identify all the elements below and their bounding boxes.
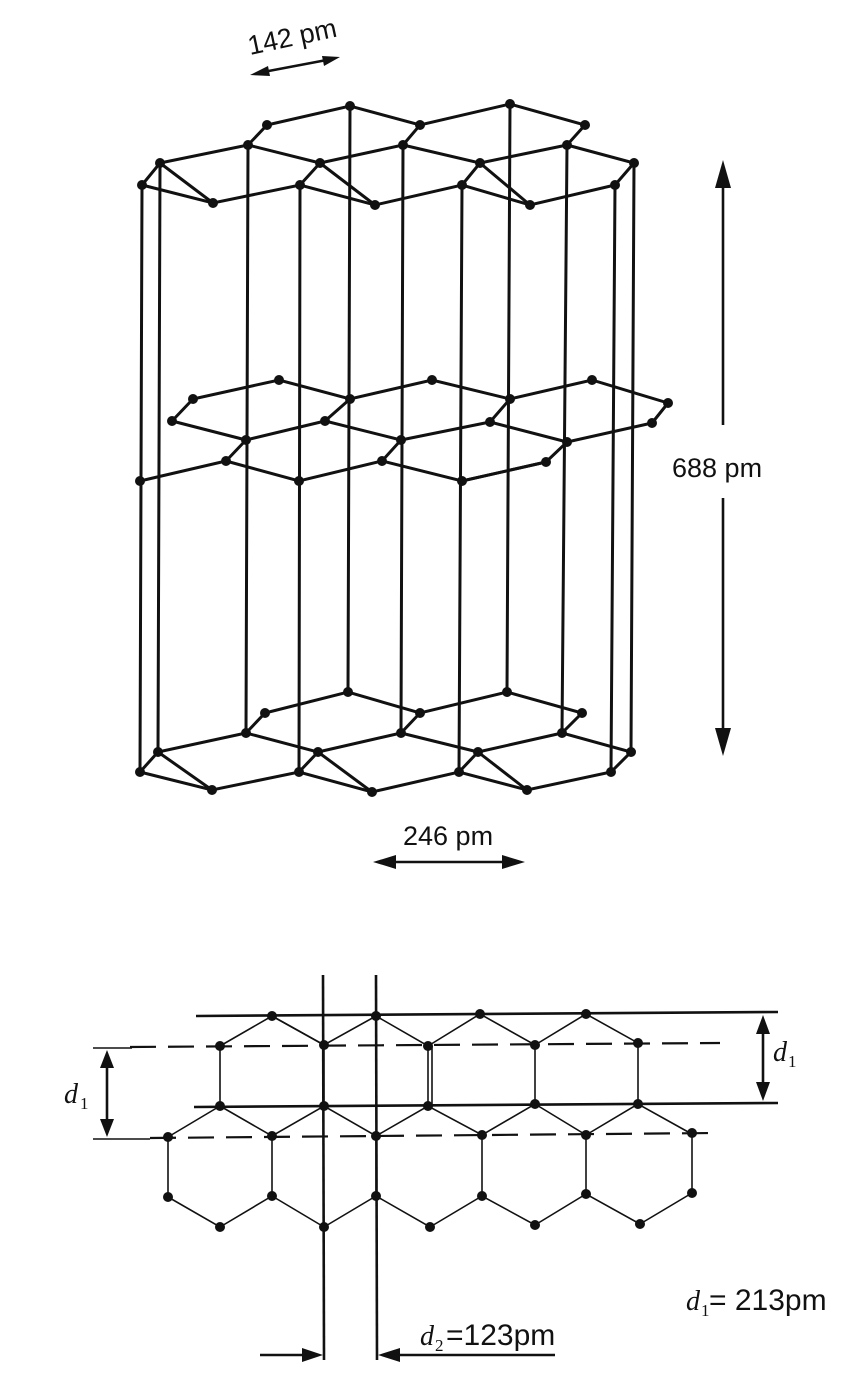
d1-right-dimension: d 1: [756, 1015, 797, 1101]
reference-line-left: [321, 974, 326, 1361]
projected-atoms: [163, 1009, 697, 1232]
lattice-constant-label: 246 pm: [403, 821, 493, 851]
d2-subscript: 2: [435, 1336, 444, 1355]
bond-length-dimension: 142 pm: [245, 13, 340, 76]
d2-symbol: d: [420, 1321, 435, 1352]
lattice-constant-dimension: 246 pm: [373, 821, 525, 869]
d1-value-subscript: 1: [701, 1301, 710, 1320]
d1-value-symbol: d: [686, 1286, 701, 1317]
d1-value-text: = 213pm: [709, 1284, 827, 1317]
d1-right-symbol: d: [773, 1037, 788, 1068]
top-layer: [137, 99, 639, 210]
d2-dimension: d 2 =123pm: [260, 1319, 555, 1362]
d1-right-subscript: 1: [788, 1052, 797, 1071]
d2-value: =123pm: [446, 1319, 555, 1352]
lower-projected-bonds: [167, 1133, 693, 1228]
graphite-3d-lattice: [135, 99, 673, 797]
bond-length-label: 142 pm: [245, 13, 339, 61]
interlayer-distance-label: 688 pm: [672, 453, 762, 483]
d1-value: d 1 = 213pm: [686, 1284, 827, 1320]
upper-layer-line: [195, 1010, 779, 1018]
interlayer-distance-dimension: 688 pm: [672, 160, 762, 756]
lower-dashed-line: [149, 1131, 716, 1140]
graphite-projection: d 1 d 1 d 2 =123pm d 1 = 213pm: [64, 974, 827, 1362]
bottom-layer: [135, 687, 636, 797]
d1-left-subscript: 1: [80, 1094, 89, 1113]
upper-projected-bonds: [167, 1013, 691, 1138]
upper-dashed-line: [129, 1041, 721, 1049]
lower-layer-line: [193, 1101, 779, 1109]
middle-layer: [135, 375, 673, 486]
d1-left-dimension: d 1: [64, 1047, 150, 1140]
d1-left-symbol: d: [64, 1079, 79, 1110]
